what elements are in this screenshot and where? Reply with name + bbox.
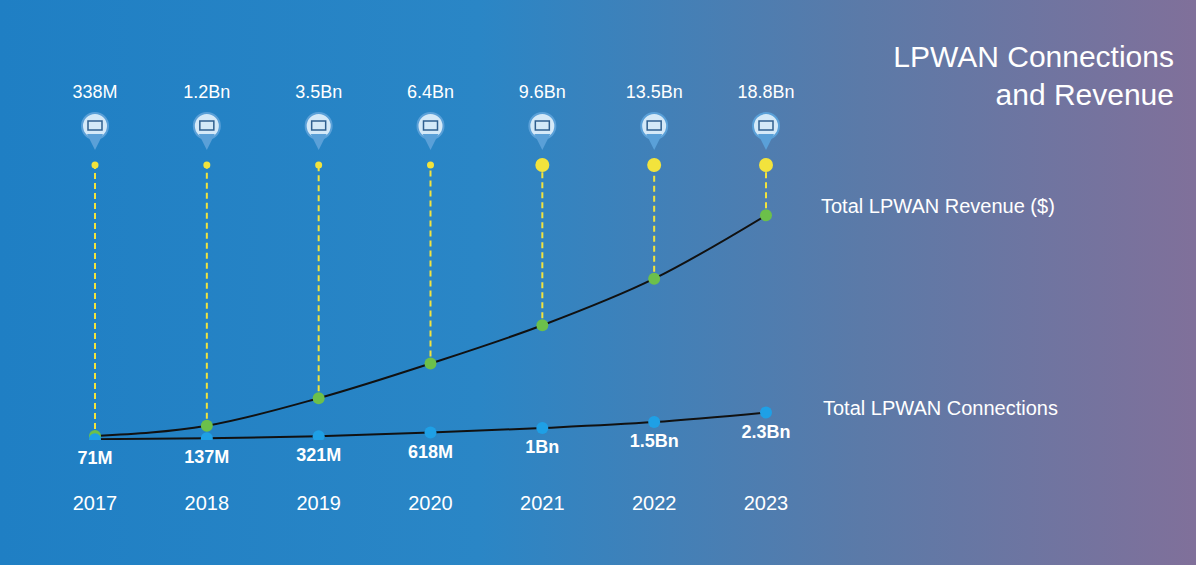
svg-text:618M: 618M (408, 442, 453, 462)
svg-text:6.4Bn: 6.4Bn (407, 82, 454, 102)
svg-text:2.3Bn: 2.3Bn (741, 422, 790, 442)
svg-text:9.6Bn: 9.6Bn (519, 82, 566, 102)
svg-text:137M: 137M (184, 447, 229, 467)
svg-text:2023: 2023 (744, 492, 789, 514)
svg-text:71M: 71M (77, 448, 112, 468)
svg-text:2022: 2022 (632, 492, 677, 514)
svg-text:338M: 338M (72, 82, 117, 102)
svg-text:Total LPWAN Connections: Total LPWAN Connections (823, 397, 1058, 419)
svg-text:2020: 2020 (408, 492, 453, 514)
svg-text:1Bn: 1Bn (525, 437, 559, 457)
svg-text:1.5Bn: 1.5Bn (630, 431, 679, 451)
svg-text:321M: 321M (296, 445, 341, 465)
svg-text:1.2Bn: 1.2Bn (183, 82, 230, 102)
svg-text:2021: 2021 (520, 492, 565, 514)
svg-text:13.5Bn: 13.5Bn (626, 82, 683, 102)
svg-text:2018: 2018 (185, 492, 230, 514)
svg-text:3.5Bn: 3.5Bn (295, 82, 342, 102)
html-text:LPWAN Connections and Revenue: LPWAN Connections and Revenue (893, 40, 1174, 111)
svg-text:Total LPWAN Revenue ($): Total LPWAN Revenue ($) (821, 195, 1055, 217)
svg-text:2019: 2019 (296, 492, 341, 514)
svg-text:2017: 2017 (73, 492, 118, 514)
svg-text:18.8Bn: 18.8Bn (737, 82, 794, 102)
